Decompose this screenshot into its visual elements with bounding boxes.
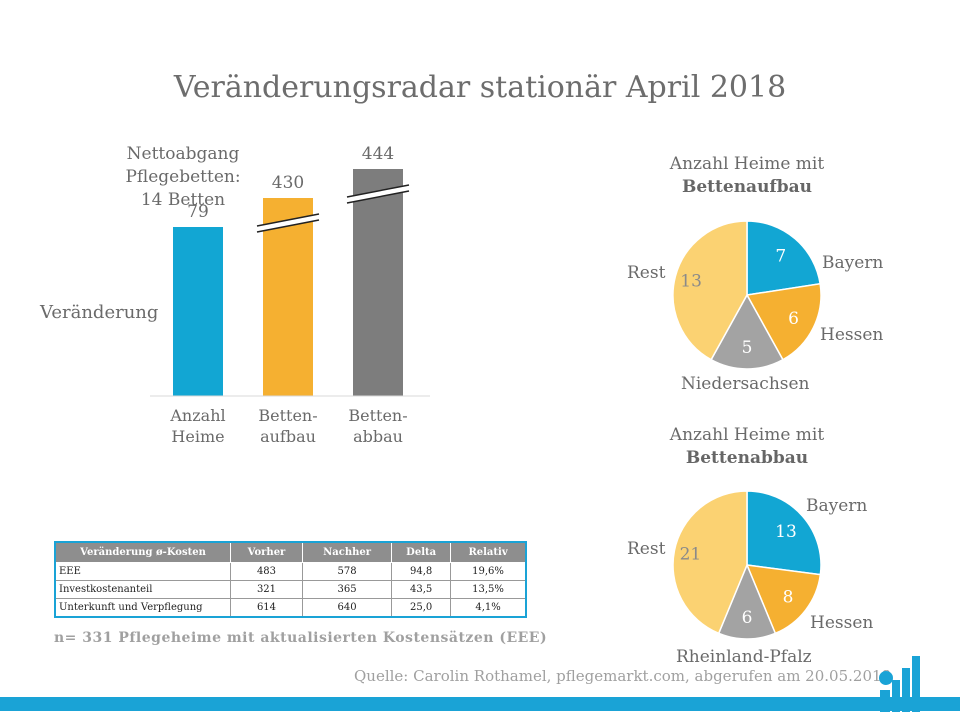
pie1-label-niedersachsen: Niedersachsen: [681, 374, 810, 394]
table-cell: 25,0: [391, 598, 452, 618]
table-cell: 19,6%: [450, 562, 527, 581]
pie2-title-line2: Bettenabbau: [685, 448, 809, 468]
pie2-slice-value: 8: [783, 588, 794, 608]
table-row: Investkostenanteil 321 365 43,5 13,5%: [54, 580, 527, 599]
pie1-slice-0: [746, 220, 822, 296]
table-cell: 4,1%: [450, 598, 527, 618]
pie1-title-line1: Anzahl Heime mit: [669, 154, 825, 174]
axis-break-1: [256, 213, 320, 233]
pie1-slice-value: 6: [788, 309, 799, 329]
pie2-label-bayern: Bayern: [806, 496, 868, 516]
pie1-slice-value: 13: [680, 272, 702, 292]
pie1-slice-value: 7: [775, 247, 786, 267]
pie2-title-line1: Anzahl Heime mit: [669, 425, 825, 445]
bar-2: [353, 169, 403, 396]
pie2-title: Anzahl Heime mit Bettenabbau: [597, 424, 897, 470]
bar-value-label: 79: [187, 202, 209, 222]
table-header-row: Veränderung ø-Kosten Vorher Nachher Delt…: [54, 541, 527, 563]
pie1-slice-2: [710, 293, 784, 370]
table-header: Nachher: [301, 541, 393, 563]
table-row: EEE 483 578 94,8 19,6%: [54, 562, 527, 581]
bar-category-label: Anzahl Heime: [170, 406, 226, 446]
pie1-label-rest: Rest: [627, 263, 666, 283]
pie2-slice-3: [672, 490, 748, 635]
table-header: Delta: [391, 541, 452, 563]
pie2-slice-1: [745, 564, 822, 635]
pie1-slice-1: [745, 282, 822, 361]
bottom-accent-bar: [0, 697, 960, 711]
bar-0: [173, 227, 223, 396]
bar-category-label: Betten-aufbau: [258, 406, 318, 446]
table-cell: 483: [230, 562, 303, 581]
bar-1: [263, 198, 313, 396]
table-cell: 13,5%: [450, 580, 527, 599]
table-row: Unterkunft und Verpflegung 614 640 25,0 …: [54, 598, 527, 618]
pie2-slice-value: 6: [742, 608, 753, 628]
table-cell: Investkostenanteil: [54, 580, 231, 599]
net-loss-annotation: Nettoabgang Pflegebetten: 14 Betten: [125, 144, 241, 210]
pie2-label-rheinland-pfalz: Rheinland-Pfalz: [676, 647, 812, 667]
table-header: Veränderung ø-Kosten: [54, 541, 231, 563]
table-cell: 43,5: [391, 580, 452, 599]
pie2-slice-value: 21: [680, 545, 702, 565]
table-header: Vorher: [230, 541, 303, 563]
pie2-label-rest: Rest: [627, 539, 666, 559]
pie2-slice-2: [717, 563, 777, 640]
pie2-label-hessen: Hessen: [810, 613, 874, 633]
table-cell: 640: [301, 598, 393, 618]
footnote: n= 331 Pflegeheime mit aktualisierten Ko…: [54, 630, 548, 646]
pie1-label-hessen: Hessen: [820, 325, 884, 345]
table-cell: 94,8: [391, 562, 452, 581]
bar-value-label: 444: [361, 144, 395, 164]
pie2-slice-0: [746, 490, 822, 576]
pie1-slice-3: [672, 220, 748, 361]
table-header: Relativ: [450, 541, 527, 563]
pie1-title: Anzahl Heime mit Bettenaufbau: [597, 153, 897, 199]
table-cell: 614: [230, 598, 303, 618]
table-cell: 578: [301, 562, 393, 581]
axis-break-2: [346, 184, 410, 204]
table-cell: 321: [230, 580, 303, 599]
pie2-slice-value: 13: [775, 522, 797, 542]
bar-value-label: 430: [271, 173, 305, 193]
pie1-slice-value: 5: [742, 338, 753, 358]
bar-category-label: Betten-abbau: [348, 406, 408, 446]
pie1-title-line2: Bettenaufbau: [681, 177, 812, 197]
chart-title: Veränderungsradar stationär April 2018: [173, 70, 787, 105]
y-axis-label: Veränderung: [40, 302, 159, 323]
table-cell: 365: [301, 580, 393, 599]
cost-table: Veränderung ø-Kosten Vorher Nachher Delt…: [54, 541, 527, 618]
pflegemarkt-logo-icon: [879, 656, 920, 712]
source-text: Quelle: Carolin Rothamel, pflegemarkt.co…: [354, 667, 892, 685]
pie1-label-bayern: Bayern: [822, 253, 884, 273]
table-cell: Unterkunft und Verpflegung: [54, 598, 231, 618]
table-cell: EEE: [54, 562, 231, 581]
